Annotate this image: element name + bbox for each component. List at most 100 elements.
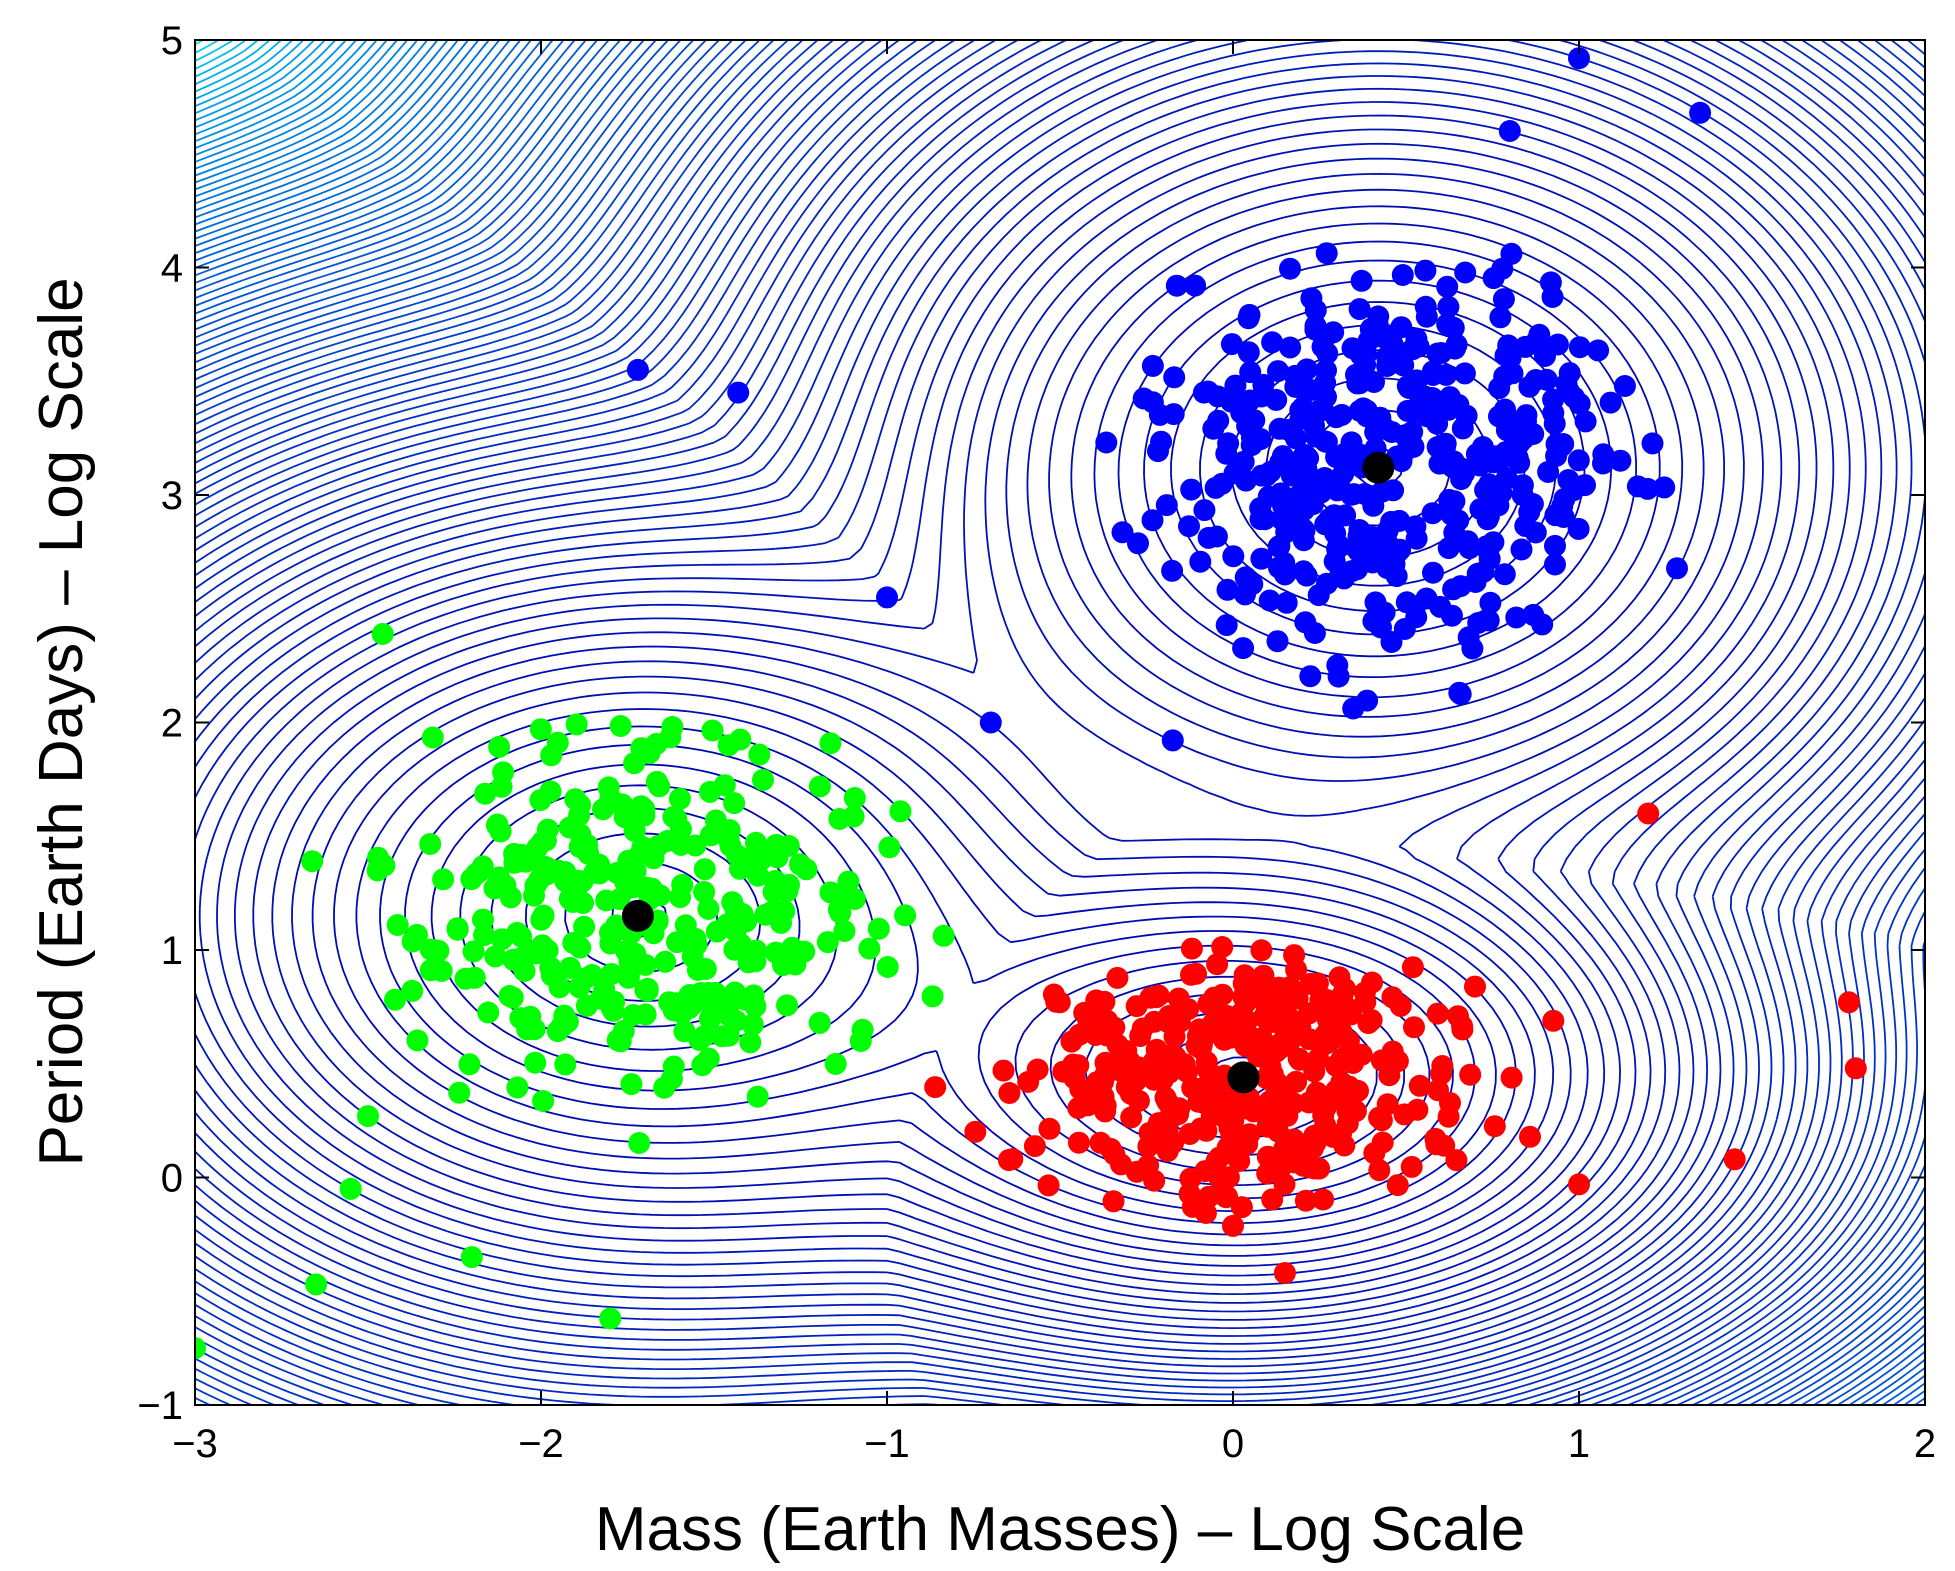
- data-point: [1181, 1195, 1204, 1218]
- data-point: [833, 882, 856, 905]
- data-point: [571, 870, 594, 893]
- contour-line: [216, 128, 1801, 1295]
- data-point: [828, 808, 851, 830]
- y-tick-label: 1: [161, 929, 183, 973]
- contour-line: [195, 40, 459, 212]
- contour-line: [195, 40, 247, 70]
- contour-line: [195, 40, 1925, 1396]
- data-point: [1401, 956, 1424, 979]
- data-point: [406, 923, 428, 946]
- data-point: [1592, 443, 1615, 466]
- data-point: [1493, 563, 1516, 586]
- data-point: [1238, 389, 1261, 412]
- data-point: [1234, 984, 1257, 1007]
- data-point: [1506, 446, 1529, 469]
- data-point: [1138, 1121, 1161, 1144]
- data-point: [776, 994, 798, 1017]
- data-point: [1312, 1104, 1335, 1127]
- data-point: [305, 1273, 328, 1296]
- data-point: [1211, 983, 1234, 1006]
- data-point: [532, 856, 555, 879]
- data-point: [1386, 1050, 1409, 1073]
- y-axis-ticks: −1 0 1 2 3 4 5: [137, 19, 1925, 1428]
- data-point: [1330, 1047, 1353, 1070]
- data-point: [1178, 515, 1200, 538]
- data-point: [1252, 964, 1275, 987]
- data-point: [474, 782, 497, 805]
- data-point: [536, 818, 559, 841]
- data-point: [562, 931, 585, 954]
- data-point: [1385, 565, 1408, 588]
- contour-line: [195, 40, 490, 233]
- data-point: [1436, 313, 1459, 336]
- data-point: [1141, 509, 1164, 532]
- data-point: [1095, 431, 1118, 454]
- data-point: [1329, 1080, 1352, 1103]
- contour-line: [195, 40, 378, 156]
- data-point: [626, 358, 649, 381]
- data-point: [1505, 606, 1528, 629]
- data-point: [843, 787, 866, 809]
- data-point: [624, 860, 647, 883]
- data-point: [1289, 399, 1312, 422]
- data-point: [816, 931, 839, 954]
- data-point: [1067, 1131, 1090, 1154]
- contour-line: [195, 40, 1925, 1405]
- data-point: [661, 716, 684, 738]
- contour-line: [195, 40, 1925, 1382]
- data-point: [1542, 388, 1565, 411]
- data-point: [735, 910, 758, 933]
- data-point: [1363, 1142, 1386, 1165]
- contour-line: [195, 40, 1925, 1405]
- data-point: [1161, 559, 1184, 582]
- data-point: [1099, 1137, 1122, 1160]
- contour-line: [195, 40, 1925, 1405]
- contour-line: [195, 40, 1925, 1405]
- data-point: [1163, 1025, 1186, 1048]
- x-tick-label: 0: [1222, 1422, 1244, 1466]
- data-point: [1303, 1157, 1326, 1180]
- data-point: [1414, 259, 1437, 282]
- data-point: [1286, 987, 1309, 1010]
- data-point: [789, 853, 811, 876]
- data-point: [1451, 417, 1474, 440]
- contour-line: [195, 40, 1925, 1405]
- data-point: [699, 780, 721, 803]
- data-point: [1215, 442, 1238, 465]
- contour-line: [195, 40, 1925, 1405]
- data-point: [608, 793, 631, 815]
- data-point: [529, 718, 552, 741]
- contour-line: [195, 40, 1925, 1405]
- data-point: [1155, 494, 1178, 517]
- contour-line: [195, 40, 1925, 1405]
- data-point: [1273, 1173, 1296, 1196]
- data-point: [1326, 654, 1349, 677]
- data-point: [1689, 101, 1712, 124]
- data-point: [1127, 532, 1149, 555]
- data-point: [699, 824, 722, 847]
- data-point: [1364, 529, 1387, 552]
- data-point: [1222, 545, 1245, 568]
- data-point: [517, 939, 540, 962]
- data-point: [195, 1337, 206, 1360]
- data-point: [932, 924, 955, 947]
- data-point: [1273, 1262, 1296, 1284]
- data-point: [964, 1120, 987, 1143]
- data-point: [653, 1076, 676, 1099]
- data-point: [1229, 1003, 1252, 1026]
- data-point: [532, 1090, 555, 1112]
- data-point: [1069, 1078, 1092, 1100]
- data-point: [430, 959, 453, 982]
- data-point: [1445, 1149, 1468, 1172]
- data-point: [609, 715, 632, 737]
- data-point: [1426, 412, 1449, 435]
- data-point: [1292, 560, 1315, 583]
- data-point: [1535, 368, 1558, 391]
- data-point: [924, 1076, 947, 1099]
- x-axis-ticks: −3 −2 −1 0 1 2: [172, 40, 1936, 1466]
- data-point: [1348, 519, 1371, 541]
- data-point: [301, 850, 324, 873]
- data-point: [1261, 1188, 1284, 1211]
- data-point: [1330, 1123, 1352, 1145]
